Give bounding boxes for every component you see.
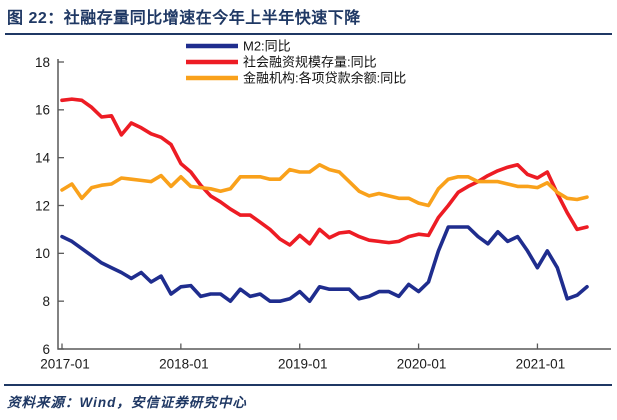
legend-label-1: 社会融资规模存量:同比 xyxy=(243,55,377,70)
series-line-1 xyxy=(60,97,589,247)
y-axis-tick-label: 16 xyxy=(35,103,50,118)
x-axis-tick-label: 2020-01 xyxy=(397,357,447,372)
y-axis-tick-label: 12 xyxy=(35,198,50,213)
series-line-2 xyxy=(60,163,589,208)
x-axis-tick-label: 2019-01 xyxy=(278,357,328,372)
title-rule xyxy=(5,33,612,35)
footer-rule xyxy=(4,384,612,386)
legend-label-2: 金融机构:各项贷款余额:同比 xyxy=(243,71,406,86)
y-axis-tick-label: 18 xyxy=(35,55,50,70)
chart-title: 图 22：社融存量同比增速在今年上半年快速下降 xyxy=(7,10,361,27)
series-line-0 xyxy=(60,225,589,303)
axis-spines xyxy=(57,59,611,350)
x-axis-tick-label: 2017-01 xyxy=(40,357,90,372)
source-note: 资料来源：Wind，安信证券研究中心 xyxy=(7,395,247,410)
y-axis-tick-label: 8 xyxy=(42,294,50,309)
x-axis-tick-label: 2018-01 xyxy=(159,357,209,372)
x-axis-tick-label: 2021-01 xyxy=(516,357,566,372)
y-axis-tick-label: 6 xyxy=(42,342,50,357)
legend-label-0: M2:同比 xyxy=(243,39,291,54)
y-axis-tick-label: 14 xyxy=(35,150,51,165)
y-axis-tick-label: 10 xyxy=(35,246,50,261)
